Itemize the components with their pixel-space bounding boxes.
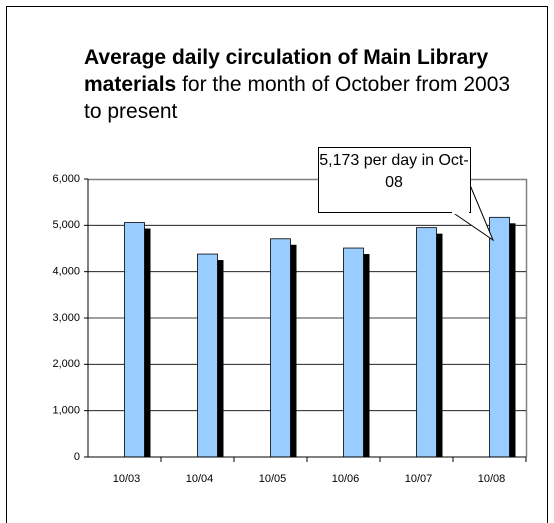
bar xyxy=(416,227,437,458)
y-tick-label: 4,000 xyxy=(52,266,80,278)
x-tick-label: 10/07 xyxy=(405,473,433,485)
y-tick-label: 5,000 xyxy=(52,219,80,231)
callout-box xyxy=(318,147,471,213)
y-tick-label: 6,000 xyxy=(52,173,80,185)
plot-border xyxy=(88,178,528,457)
chart-subtitle: for the month of October from 2003 to pr… xyxy=(84,73,511,123)
callout-join xyxy=(452,210,469,214)
x-tick-label: 10/08 xyxy=(478,473,506,485)
y-tick-label: 3,000 xyxy=(52,312,80,324)
y-tick-label: 2,000 xyxy=(52,358,80,370)
x-tick-label: 10/06 xyxy=(332,473,360,485)
bar xyxy=(270,238,291,458)
bar xyxy=(197,253,218,458)
x-tick-label: 10/03 xyxy=(113,473,141,485)
bar xyxy=(124,222,145,458)
bar xyxy=(343,247,364,458)
bar xyxy=(489,216,510,458)
chart-title: Average daily circulation of Main Librar… xyxy=(84,46,489,96)
x-tick-label: 10/05 xyxy=(259,473,287,485)
x-tick-label: 10/04 xyxy=(186,473,214,485)
y-tick-label: 0 xyxy=(74,451,80,463)
chart-title-block: Average daily circulation of Main Librar… xyxy=(84,44,524,125)
annotation: 5,173 per day in Oct-08 xyxy=(319,152,469,191)
frame xyxy=(6,6,548,523)
y-tick-label: 1,000 xyxy=(52,405,80,417)
